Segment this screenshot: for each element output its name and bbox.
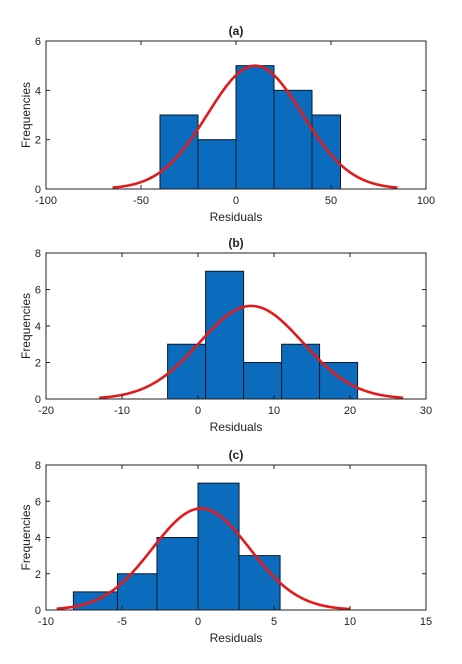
histogram-bar: [197, 482, 240, 611]
x-tick-label: 0: [195, 405, 201, 417]
y-axis-label: Frequencies: [19, 82, 33, 148]
histogram-panel-b: -20 -10 0 10 20 30 0 2 4 6 8 (b) Residuals Frequencie…: [19, 236, 432, 434]
histogram-panel-a: -100 -50 0 50 100 0 2 4 6 (a) Residuals Frequencies: [19, 24, 435, 224]
x-tick-label: 10: [268, 405, 280, 417]
histogram-bar: [116, 573, 158, 611]
y-tick-label: 4: [35, 533, 41, 545]
histogram-bar: [159, 114, 199, 190]
x-tick-label: 5: [271, 616, 277, 628]
y-tick-label: 6: [35, 36, 41, 48]
y-tick-label: 4: [35, 85, 41, 97]
histogram-bar: [273, 89, 313, 190]
histogram-bar: [243, 362, 283, 400]
x-tick-label: -10: [114, 405, 130, 417]
x-axis-label: Residuals: [210, 631, 263, 645]
histogram-bar: [238, 555, 281, 611]
x-tick-label: 10: [344, 616, 356, 628]
y-tick-label: 6: [35, 285, 41, 297]
y-tick-label: 0: [35, 184, 41, 196]
x-tick-label: 0: [233, 195, 239, 207]
x-tick-label: -5: [117, 616, 127, 628]
normal-fit-curve: [56, 507, 351, 611]
histogram-bar: [156, 537, 199, 611]
y-tick-label: 2: [35, 358, 41, 370]
x-axis-label: Residuals: [210, 210, 263, 224]
chart-title-b: (b): [228, 236, 243, 250]
x-axis-label: Residuals: [210, 420, 263, 434]
y-tick-label: 8: [35, 460, 41, 472]
x-tick-label: 50: [325, 195, 337, 207]
histogram-bar: [167, 343, 207, 400]
x-tick-label: 15: [420, 616, 432, 628]
x-tick-label: -100: [35, 195, 57, 207]
y-tick-label: 0: [35, 394, 41, 406]
histogram-bar: [319, 362, 359, 400]
normal-fit-curve: [99, 304, 404, 400]
y-tick-label: 8: [35, 248, 41, 260]
chart-title-a: (a): [229, 24, 244, 38]
x-tick-label: 100: [417, 195, 435, 207]
y-axis-label: Frequencies: [19, 504, 33, 570]
x-tick-label: 30: [420, 405, 432, 417]
histogram-panel-c: -10 -5 0 5 10 15 0 2 4 6 8 (c) Residuals Frequencies: [19, 448, 432, 645]
y-tick-label: 0: [35, 605, 41, 617]
x-tick-label: -10: [38, 616, 54, 628]
x-tick-label: 20: [344, 405, 356, 417]
chart-title-c: (c): [229, 448, 244, 462]
y-tick-label: 2: [35, 569, 41, 581]
x-tick-label: -50: [133, 195, 149, 207]
y-axis-label: Frequencies: [19, 293, 33, 359]
x-tick-label: -20: [38, 405, 54, 417]
y-tick-label: 4: [35, 321, 41, 333]
histogram-bar: [311, 114, 341, 190]
histogram-bar: [235, 65, 275, 190]
y-tick-label: 6: [35, 496, 41, 508]
y-tick-label: 2: [35, 135, 41, 147]
normal-fit-curve: [112, 64, 398, 189]
histogram-bar: [205, 270, 245, 400]
histogram-bar: [197, 139, 237, 190]
histogram-bar: [281, 343, 321, 400]
x-tick-label: 0: [195, 616, 201, 628]
